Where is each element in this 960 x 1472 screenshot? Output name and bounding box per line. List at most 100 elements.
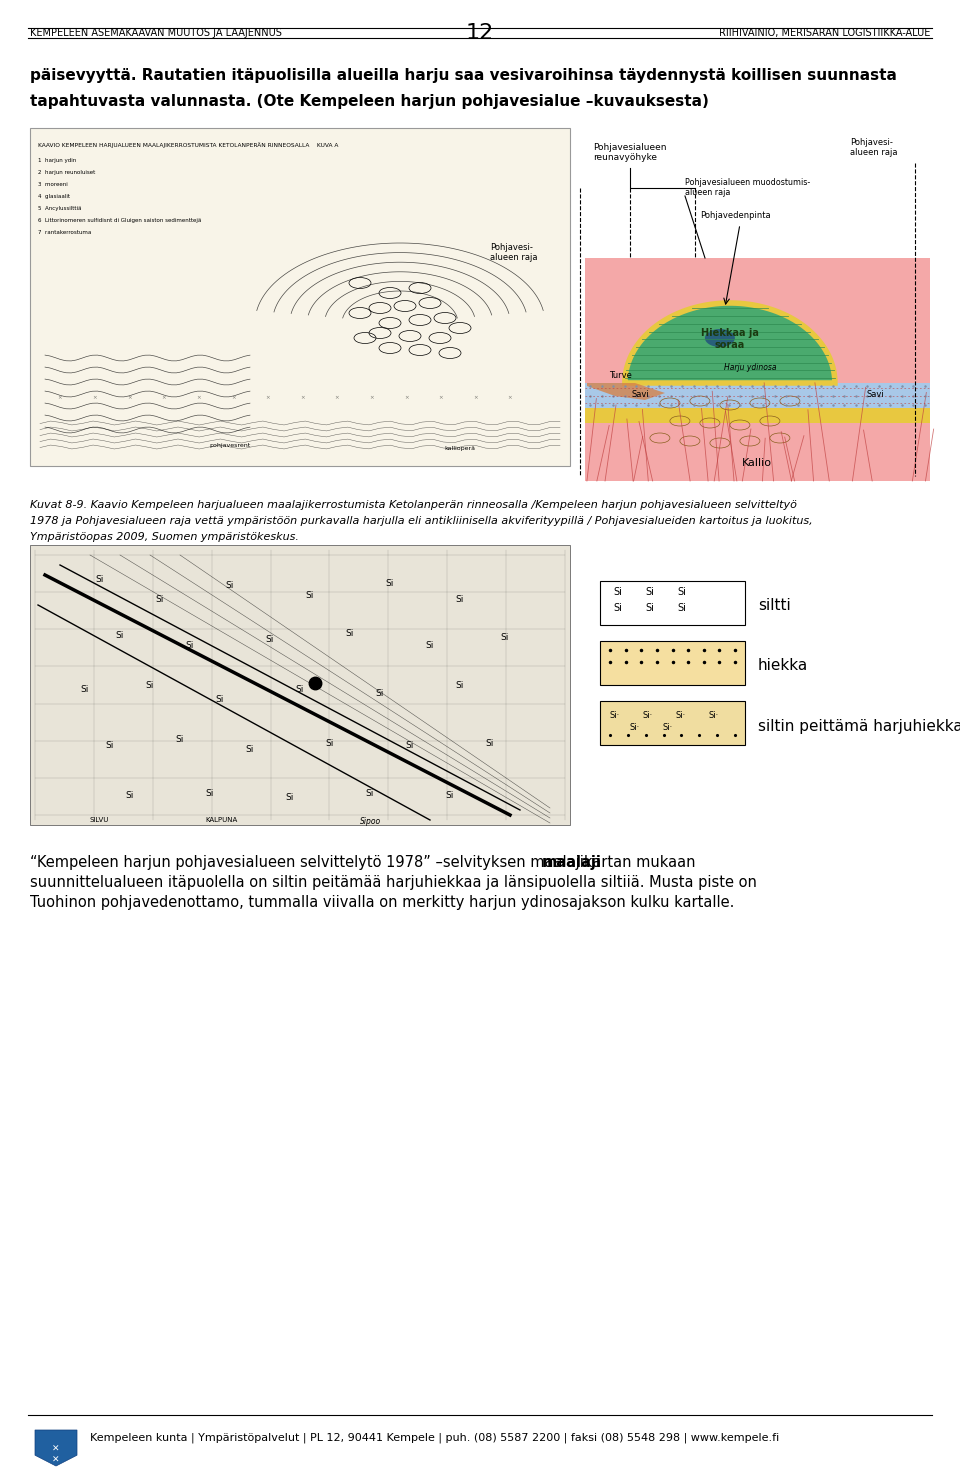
Text: Si: Si [266,636,275,645]
Text: ×: × [439,396,444,400]
Text: 1978 ja Pohjavesialueen raja vettä ympäristöön purkavalla harjulla eli antikliin: 1978 ja Pohjavesialueen raja vettä ympär… [30,517,812,526]
Text: Si: Si [366,789,374,798]
Bar [585,258,930,481]
Text: Kallio: Kallio [742,458,772,468]
Text: KEMPELEEN ASEMAKAAVAN MUUTOS JA LAAJENNUS: KEMPELEEN ASEMAKAAVAN MUUTOS JA LAAJENNU… [30,28,282,38]
Text: Turve: Turve [609,371,632,380]
Text: Si: Si [613,604,622,612]
Text: 12: 12 [466,24,494,43]
Text: Si: Si [205,789,214,798]
Text: Si·: Si· [610,711,620,720]
Text: Harju ydinosa: Harju ydinosa [724,364,776,372]
Text: Si: Si [286,792,294,801]
Text: ×: × [265,396,270,400]
Polygon shape [625,303,835,383]
Text: tapahtuvasta valunnasta. (Ote Kempeleen harjun pohjavesialue –kuvauksesta): tapahtuvasta valunnasta. (Ote Kempeleen … [30,94,708,109]
Text: Si: Si [246,745,254,755]
Text: Si: Si [678,587,686,598]
Text: Si: Si [126,790,134,799]
Text: ×: × [300,396,304,400]
Text: 5  Ancylussilttiä: 5 Ancylussilttiä [38,206,82,210]
Text: Si: Si [306,590,314,599]
Text: Savi: Savi [866,390,884,399]
Text: Si: Si [486,739,494,748]
Text: pohjavesrent: pohjavesrent [209,443,251,447]
Text: Si: Si [81,686,89,695]
Text: Tuohinon pohjavedenottamo, tummalla viivalla on merkitty harjun ydinosajakson ku: Tuohinon pohjavedenottamo, tummalla viiv… [30,895,734,910]
Text: Savi: Savi [631,390,649,399]
Text: KALPUNA: KALPUNA [205,817,237,823]
Text: Si: Si [645,604,655,612]
Text: Kempeleen kunta | Ympäristöpalvelut | PL 12, 90441 Kempele | puh. (08) 5587 2200: Kempeleen kunta | Ympäristöpalvelut | PL… [90,1432,780,1443]
Text: kallioperä: kallioperä [444,446,475,450]
Text: maalaji: maalaji [541,855,601,870]
Text: ×: × [127,396,132,400]
Text: ×: × [335,396,339,400]
Text: Si·: Si· [643,711,653,720]
Text: 2  harjun reunoluiset: 2 harjun reunoluiset [38,169,95,175]
Text: Si: Si [296,686,304,695]
Text: “Kempeleen harjun pohjavesialueen selvittelytö 1978” –selvityksen maalajikartan : “Kempeleen harjun pohjavesialueen selvit… [30,855,700,870]
Text: KAAVIO KEMPELEEN HARJUALUEEN MAALAJIKERROSTUMISTA KETOLANPERÄN RINNEOSALLA    KU: KAAVIO KEMPELEEN HARJUALUEEN MAALAJIKERR… [38,141,338,147]
Text: Si·: Si· [662,724,673,733]
Ellipse shape [705,330,735,347]
Text: 7  rantakerrostuma: 7 rantakerrostuma [38,230,91,236]
Text: ×: × [196,396,201,400]
Text: Si: Si [613,587,622,598]
Text: Si·: Si· [676,711,686,720]
Text: Pohjavesi-
alueen raja: Pohjavesi- alueen raja [850,138,898,158]
Text: Si: Si [375,689,384,698]
Text: ×: × [370,396,373,400]
Text: Si: Si [106,740,114,749]
Text: ×: × [161,396,166,400]
Text: päisevyyttä. Rautatien itäpuolisilla alueilla harju saa vesivaroihinsa täydennys: päisevyyttä. Rautatien itäpuolisilla alu… [30,68,897,82]
Bar [585,383,930,408]
Bar [585,128,930,486]
Text: Pohjavesialueen
reunavyöhyke: Pohjavesialueen reunavyöhyke [593,143,666,162]
Text: Si: Si [176,736,184,745]
Bar [30,128,570,467]
Text: Si: Si [325,739,334,748]
Text: hiekka: hiekka [758,658,808,673]
Text: Si: Si [346,629,354,637]
Text: ×: × [230,396,235,400]
Text: Si·: Si· [630,724,640,733]
Text: Si: Si [456,680,465,689]
Bar [600,640,745,684]
Text: Si: Si [445,790,454,799]
Text: 6  Littorinomeren sulfidisnt di Gluigen saiston sedimenttejä: 6 Littorinomeren sulfidisnt di Gluigen s… [38,218,202,222]
Text: Si: Si [216,695,225,705]
Text: Si: Si [96,576,105,584]
Bar [585,408,930,422]
Text: Si·: Si· [708,711,719,720]
Text: Hiekkaa ja
soraa: Hiekkaa ja soraa [701,328,758,349]
Text: Pohjavesi-
alueen raja: Pohjavesi- alueen raja [490,243,538,262]
Text: Si: Si [226,580,234,589]
Text: Si: Si [186,640,194,649]
Text: Si: Si [501,633,509,642]
Text: siltin peittämä harjuhiekka: siltin peittämä harjuhiekka [758,720,960,735]
Text: Pohjavesialueen muodostumis-
alueen raja: Pohjavesialueen muodostumis- alueen raja [685,178,810,197]
Text: 1  harjun ydin: 1 harjun ydin [38,158,76,163]
Text: Si: Si [156,596,164,605]
Text: Si: Si [116,630,124,639]
Text: RIIHIVAINIO, MERISARAN LOGISTIIKKA-ALUE: RIIHIVAINIO, MERISARAN LOGISTIIKKA-ALUE [719,28,930,38]
Polygon shape [35,1429,77,1466]
Text: ✕
✕: ✕ ✕ [52,1446,60,1465]
Text: ×: × [508,396,513,400]
Text: ×: × [58,396,62,400]
Text: Si: Si [146,680,155,689]
Text: Si: Si [456,596,465,605]
Text: Sipoo: Sipoo [360,817,381,826]
Text: Ympäristöopas 2009, Suomen ympäristökeskus.: Ympäristöopas 2009, Suomen ympäristökesk… [30,531,299,542]
Text: Si: Si [426,640,434,649]
Polygon shape [587,383,665,400]
Text: ×: × [404,396,408,400]
Text: ×: × [473,396,478,400]
Text: Si: Si [406,740,414,749]
Bar [600,701,745,745]
Text: SILVU: SILVU [90,817,109,823]
Text: Pohjavedenpinta: Pohjavedenpinta [700,210,771,219]
Text: Kuvat 8-9. Kaavio Kempeleen harjualueen maalajikerrostumista Ketolanperän rinneo: Kuvat 8-9. Kaavio Kempeleen harjualueen … [30,500,797,509]
Text: Si: Si [645,587,655,598]
